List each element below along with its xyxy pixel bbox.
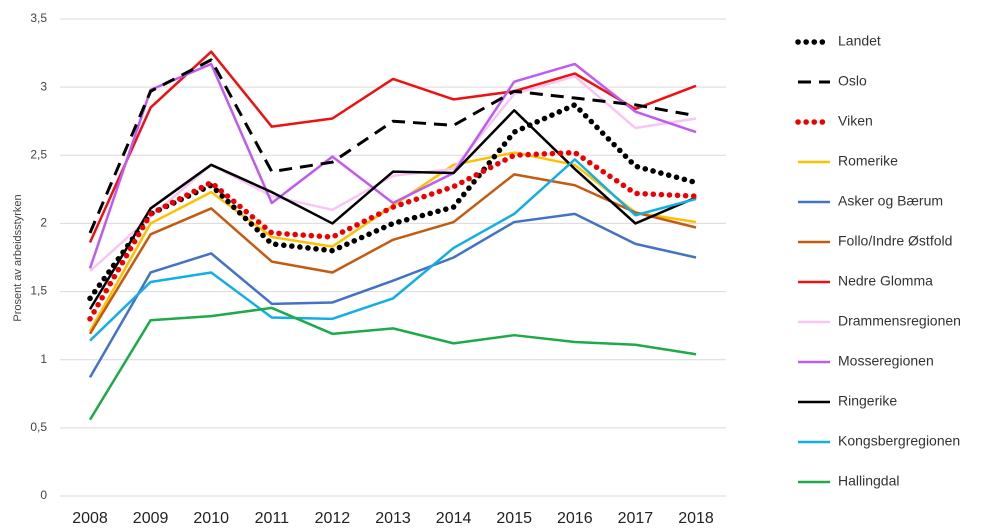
- y-tick-label: 0,5: [30, 420, 47, 434]
- y-tick-label: 2: [40, 216, 47, 230]
- y-tick-label: 3: [40, 79, 47, 93]
- legend-label: Follo/Indre Østfold: [838, 233, 952, 249]
- legend-label: Viken: [838, 113, 873, 129]
- x-tick-label: 2016: [557, 510, 593, 527]
- x-tick-label: 2009: [133, 510, 169, 527]
- x-tick-label: 2008: [72, 510, 108, 527]
- series-line: [88, 50, 697, 244]
- series-line: [88, 58, 697, 234]
- y-tick-label: 3,5: [30, 11, 47, 25]
- y-tick-label: 2,5: [30, 147, 47, 161]
- legend-label: Romerike: [838, 153, 898, 169]
- legend-label: Asker og Bærum: [838, 193, 943, 209]
- legend-label: Oslo: [838, 73, 867, 89]
- x-tick-label: 2010: [193, 510, 229, 527]
- legend-label: Nedre Glomma: [838, 273, 933, 289]
- series-line: [88, 306, 697, 421]
- y-tick-label: 0: [40, 488, 47, 502]
- series-line: [88, 173, 697, 335]
- legend-label: Landet: [838, 33, 881, 49]
- series-line: [87, 149, 699, 322]
- series-line: [88, 151, 697, 332]
- legend-label: Drammensregionen: [838, 313, 961, 329]
- x-tick-label: 2017: [618, 510, 654, 527]
- legend-label: Mosseregionen: [838, 353, 934, 369]
- series-line: [88, 109, 697, 310]
- legend-label: Kongsbergregionen: [838, 433, 960, 449]
- x-tick-label: 2018: [678, 510, 714, 527]
- legend-label: Hallingdal: [838, 473, 899, 489]
- series-line: [87, 102, 699, 302]
- x-tick-label: 2012: [315, 510, 351, 527]
- x-tick-label: 2014: [436, 510, 472, 527]
- x-tick-label: 2015: [496, 510, 532, 527]
- series-line: [88, 62, 697, 269]
- y-tick-label: 1,5: [30, 284, 47, 298]
- y-tick-label: 1: [40, 352, 47, 366]
- y-axis-label: Prosent av arbeidsstyrken: [12, 194, 24, 321]
- series-line: [88, 212, 697, 379]
- x-tick-label: 2011: [255, 510, 290, 527]
- series-line: [89, 74, 697, 273]
- series-line: [89, 158, 697, 342]
- legend-label: Ringerike: [838, 393, 897, 409]
- x-tick-label: 2013: [375, 510, 411, 527]
